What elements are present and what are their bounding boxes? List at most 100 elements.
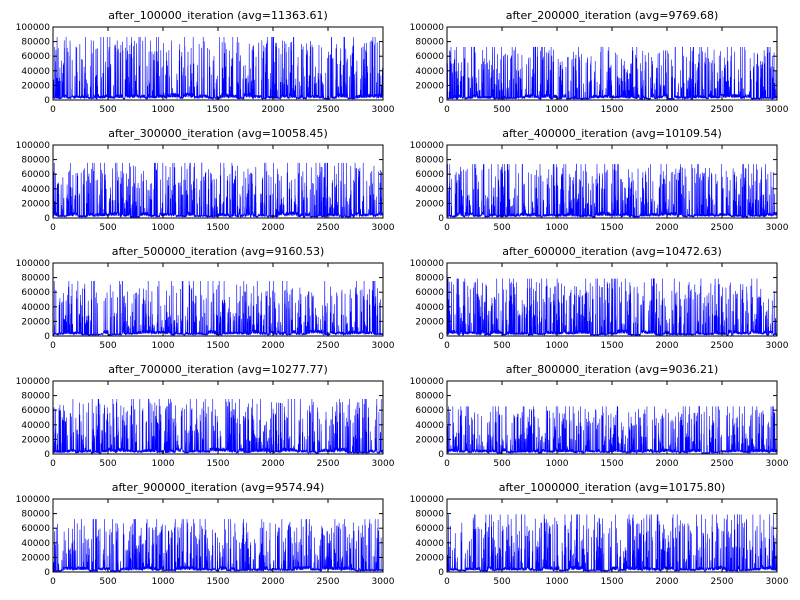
x-tick-label: 1000 [152, 223, 175, 233]
series-line [446, 46, 778, 101]
y-tick-label: 0 [438, 450, 444, 460]
x-tick-label: 1500 [601, 459, 624, 469]
x-tick-label: 3000 [372, 105, 395, 115]
y-tick-label: 80000 [415, 510, 444, 520]
x-tick-label: 0 [50, 459, 56, 469]
subplot-5: after_500000_iteration (avg=9160.53) 0 500… [16, 245, 395, 351]
x-tick-label: 0 [444, 105, 450, 115]
y-tick-label: 0 [44, 96, 50, 106]
y-tick-label: 80000 [415, 156, 444, 166]
x-tick-label: 1500 [207, 577, 230, 587]
x-tick-label: 1500 [207, 223, 230, 233]
x-tick-label: 2000 [262, 459, 285, 469]
y-tick-label: 60000 [21, 288, 50, 298]
y-tick-label: 60000 [21, 170, 50, 180]
x-tick-label: 1000 [152, 105, 175, 115]
y-tick-label: 20000 [21, 317, 50, 327]
y-tick-label: 40000 [415, 303, 444, 313]
y-tick-label: 60000 [415, 288, 444, 298]
y-tick-label: 20000 [415, 81, 444, 91]
subplot-10: after_1000000_iteration (avg=10175.80) 0 5… [410, 481, 789, 587]
x-tick-label: 500 [493, 341, 510, 351]
y-tick-label: 0 [44, 450, 50, 460]
y-tick-label: 100000 [410, 141, 445, 151]
y-tick-label: 60000 [415, 524, 444, 534]
x-tick-label: 500 [493, 223, 510, 233]
x-tick-label: 1000 [546, 577, 569, 587]
x-tick-label: 0 [444, 459, 450, 469]
x-tick-label: 2000 [262, 341, 285, 351]
x-tick-label: 2500 [317, 341, 340, 351]
x-tick-label: 3000 [372, 223, 395, 233]
x-tick-label: 2500 [317, 223, 340, 233]
series-line [52, 519, 384, 573]
x-tick-label: 500 [99, 223, 116, 233]
y-tick-label: 40000 [415, 539, 444, 549]
series-line [446, 406, 778, 455]
x-tick-label: 500 [493, 105, 510, 115]
y-tick-label: 40000 [21, 67, 50, 77]
x-tick-label: 3000 [766, 577, 789, 587]
y-tick-label: 40000 [21, 303, 50, 313]
y-tick-label: 80000 [21, 392, 50, 402]
y-tick-label: 60000 [21, 524, 50, 534]
x-tick-label: 500 [493, 459, 510, 469]
x-tick-label: 0 [50, 341, 56, 351]
x-tick-label: 3000 [372, 459, 395, 469]
x-tick-label: 3000 [372, 341, 395, 351]
x-tick-label: 3000 [766, 459, 789, 469]
y-tick-label: 20000 [21, 553, 50, 563]
x-tick-label: 2500 [711, 577, 734, 587]
x-tick-label: 500 [99, 105, 116, 115]
subplot-9: after_900000_iteration (avg=9574.94) 0 500… [16, 481, 395, 587]
subplot-title: after_1000000_iteration (avg=10175.80) [499, 481, 726, 494]
x-tick-label: 0 [444, 577, 450, 587]
subplot-title: after_200000_iteration (avg=9769.68) [506, 9, 719, 22]
y-tick-label: 100000 [410, 259, 445, 269]
y-tick-label: 100000 [410, 377, 445, 387]
series-line [446, 278, 778, 337]
subplot-6: after_600000_iteration (avg=10472.63) 0 50… [410, 245, 789, 351]
x-tick-label: 0 [444, 223, 450, 233]
y-tick-label: 100000 [410, 495, 445, 505]
y-tick-label: 80000 [21, 274, 50, 284]
x-tick-label: 0 [50, 577, 56, 587]
series-line [446, 163, 778, 219]
series-line [52, 36, 384, 101]
subplot-title: after_900000_iteration (avg=9574.94) [112, 481, 325, 494]
x-tick-label: 500 [99, 459, 116, 469]
y-tick-label: 20000 [415, 317, 444, 327]
y-tick-label: 0 [44, 332, 50, 342]
x-tick-label: 2000 [656, 341, 679, 351]
x-tick-label: 1500 [601, 341, 624, 351]
y-tick-label: 0 [438, 96, 444, 106]
y-tick-label: 0 [438, 332, 444, 342]
y-tick-label: 20000 [21, 435, 50, 445]
y-tick-label: 0 [44, 214, 50, 224]
x-tick-label: 0 [50, 223, 56, 233]
x-tick-label: 2000 [656, 105, 679, 115]
x-tick-label: 1500 [207, 105, 230, 115]
x-tick-label: 1500 [207, 459, 230, 469]
x-tick-label: 2500 [711, 459, 734, 469]
x-tick-label: 2500 [711, 105, 734, 115]
subplot-4: after_400000_iteration (avg=10109.54) 0 50… [410, 127, 789, 233]
y-tick-label: 80000 [21, 156, 50, 166]
y-tick-label: 100000 [410, 23, 445, 33]
x-tick-label: 1000 [546, 459, 569, 469]
x-tick-label: 0 [444, 341, 450, 351]
x-tick-label: 2000 [656, 459, 679, 469]
x-tick-label: 500 [493, 577, 510, 587]
y-tick-label: 0 [438, 568, 444, 578]
y-tick-label: 100000 [16, 495, 51, 505]
y-tick-label: 40000 [21, 421, 50, 431]
y-tick-label: 60000 [21, 406, 50, 416]
y-tick-label: 60000 [21, 52, 50, 62]
subplot-3: after_300000_iteration (avg=10058.45) 0 50… [16, 127, 395, 233]
y-tick-label: 80000 [415, 274, 444, 284]
y-tick-label: 80000 [21, 510, 50, 520]
subplot-2: after_200000_iteration (avg=9769.68) 0 500… [410, 9, 789, 115]
y-tick-label: 0 [44, 568, 50, 578]
y-tick-label: 80000 [415, 392, 444, 402]
